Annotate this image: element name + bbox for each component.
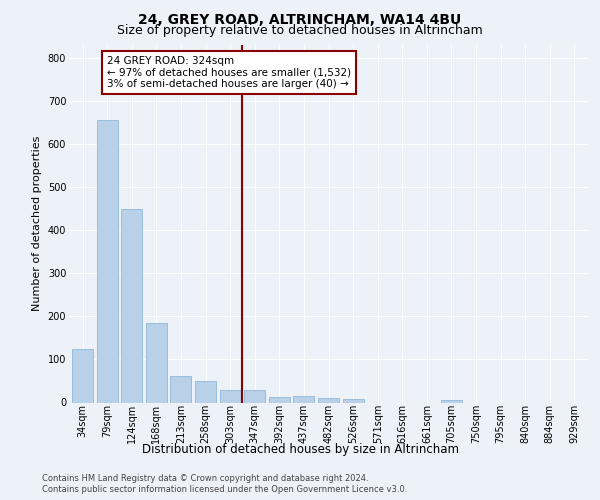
Bar: [195, 381, 216, 402]
Bar: [72, 348, 93, 403]
Bar: [244, 390, 265, 402]
Bar: [318, 398, 339, 402]
Text: Contains public sector information licensed under the Open Government Licence v3: Contains public sector information licen…: [42, 485, 407, 494]
Bar: [121, 208, 142, 402]
Bar: [441, 400, 462, 402]
Bar: [343, 400, 364, 402]
Bar: [170, 376, 191, 402]
Bar: [146, 323, 167, 402]
Text: 24 GREY ROAD: 324sqm
← 97% of detached houses are smaller (1,532)
3% of semi-det: 24 GREY ROAD: 324sqm ← 97% of detached h…: [107, 56, 351, 89]
Bar: [220, 390, 241, 402]
Text: Distribution of detached houses by size in Altrincham: Distribution of detached houses by size …: [142, 442, 458, 456]
Bar: [269, 398, 290, 402]
Bar: [97, 120, 118, 402]
Bar: [293, 396, 314, 402]
Text: 24, GREY ROAD, ALTRINCHAM, WA14 4BU: 24, GREY ROAD, ALTRINCHAM, WA14 4BU: [139, 12, 461, 26]
Text: Size of property relative to detached houses in Altrincham: Size of property relative to detached ho…: [117, 24, 483, 37]
Text: Contains HM Land Registry data © Crown copyright and database right 2024.: Contains HM Land Registry data © Crown c…: [42, 474, 368, 483]
Y-axis label: Number of detached properties: Number of detached properties: [32, 136, 42, 312]
